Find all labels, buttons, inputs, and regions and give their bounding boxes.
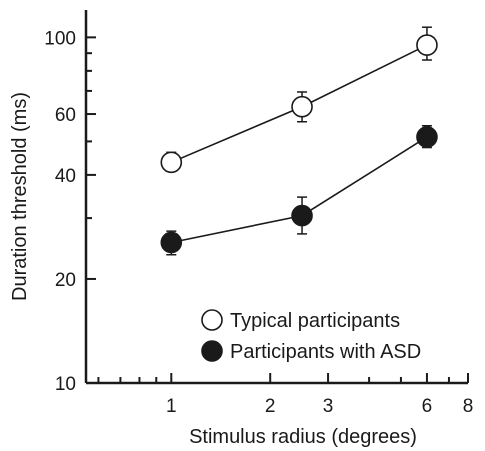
x-tick-label-2: 2 <box>265 396 276 417</box>
y-tick-label-20: 20 <box>55 270 76 291</box>
data-point <box>416 34 438 56</box>
y-tick-label-60: 60 <box>55 105 76 126</box>
data-point <box>160 151 183 174</box>
plot-area <box>160 26 438 256</box>
legend-label-asd: Participants with ASD <box>230 341 421 363</box>
series-0 <box>160 26 438 174</box>
series-line <box>171 136 428 244</box>
x-tick-label-8: 8 <box>463 396 474 417</box>
series-1 <box>160 124 438 256</box>
legend-label-typical: Typical participants <box>230 310 400 332</box>
x-axis-label: Stimulus radius (degrees) <box>189 426 417 448</box>
legend-marker-typical <box>201 309 223 331</box>
legend: Typical participants Participants with A… <box>201 309 421 363</box>
y-tick-label-40: 40 <box>55 166 76 187</box>
data-point <box>291 95 313 118</box>
data-point <box>291 204 313 227</box>
legend-marker-asd <box>201 340 223 362</box>
y-tick-label-10: 10 <box>55 374 76 395</box>
y-axis-label: Duration threshold (ms) <box>9 92 31 301</box>
y-tick-label-100: 100 <box>44 28 76 49</box>
x-tick-label-6: 6 <box>422 396 433 417</box>
axis-ticks: 10 20 40 60 100 1 2 3 6 8 <box>44 28 473 417</box>
x-tick-label-1: 1 <box>166 396 177 417</box>
data-point <box>160 231 183 254</box>
axes <box>84 10 468 385</box>
x-tick-label-3: 3 <box>323 396 334 417</box>
data-point <box>416 126 438 148</box>
